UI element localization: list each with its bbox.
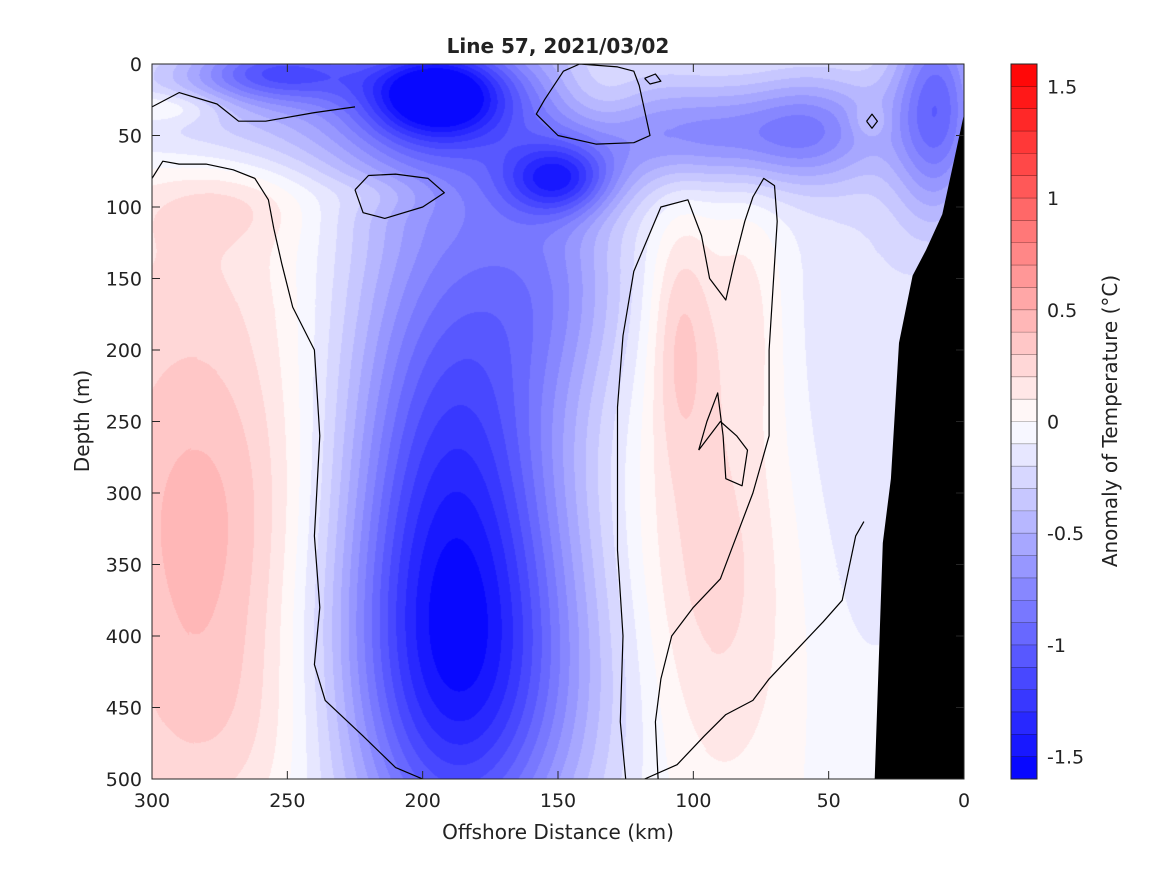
x-tick-label: 200 — [405, 790, 441, 812]
colorbar-band — [1011, 354, 1037, 378]
colorbar-band — [1011, 198, 1037, 221]
x-axis: 300 250 200 150 100 50 0 — [134, 64, 970, 812]
zero-contour-line-8 — [698, 392, 749, 487]
zero-contour-line-9 — [644, 521, 865, 779]
colorbar-band — [1011, 443, 1037, 467]
colorbar-band — [1011, 399, 1037, 422]
colorbar-band — [1011, 131, 1037, 154]
zero-contours — [152, 64, 879, 779]
colorbar-band — [1011, 265, 1037, 288]
colorbar-band — [1011, 555, 1037, 579]
y-tick-label: 250 — [106, 412, 142, 434]
y-tick-label: 450 — [106, 698, 142, 720]
colorbar-band — [1011, 153, 1037, 177]
colorbar: -1.5 -1 -0.5 0 0.5 1 1.5 — [1010, 63, 1084, 780]
colorbar-band — [1011, 242, 1037, 266]
colorbar-band — [1011, 667, 1037, 690]
colorbar-band — [1011, 644, 1037, 668]
colorbar-band — [1011, 175, 1037, 199]
x-tick-label: 300 — [134, 790, 170, 812]
x-tick-label: 100 — [675, 790, 711, 812]
y-tick-label: 300 — [106, 483, 142, 505]
colorbar-band — [1011, 64, 1037, 87]
colorbar-tick-label: -0.5 — [1047, 523, 1084, 545]
colorbar-band — [1011, 577, 1037, 601]
colorbar-band — [1011, 466, 1037, 489]
y-tick-label: 50 — [118, 126, 142, 148]
x-tick-label: 0 — [958, 790, 970, 812]
y-tick-label: 350 — [106, 555, 142, 577]
y-tick-label: 0 — [130, 54, 142, 76]
x-tick-label: 50 — [817, 790, 841, 812]
land-mask — [874, 114, 964, 780]
zero-contour-line-1 — [152, 160, 423, 779]
zero-contour-line-6 — [866, 113, 879, 129]
chart-title: Line 57, 2021/03/02 — [447, 34, 670, 58]
x-axis-label: Offshore Distance (km) — [442, 820, 674, 844]
zero-contour-line-2 — [152, 91, 356, 122]
colorbar-band — [1011, 734, 1037, 757]
zero-contour-line-7 — [616, 177, 778, 779]
colorbar-tick-label: 1 — [1047, 188, 1059, 210]
zero-contour-line-4 — [535, 64, 651, 145]
colorbar-band — [1011, 689, 1037, 713]
y-tick-label: 100 — [106, 197, 142, 219]
plot-area — [151, 63, 965, 780]
colorbar-band — [1011, 287, 1037, 311]
y-tick-label: 400 — [106, 626, 142, 648]
y-tick-label: 200 — [106, 340, 142, 362]
colorbar-band — [1011, 600, 1037, 623]
colorbar-label: Anomaly of Temperature (°C) — [1098, 275, 1122, 567]
colorbar-band — [1011, 533, 1037, 556]
colorbar-band — [1011, 488, 1037, 512]
colorbar-band — [1011, 421, 1037, 445]
colorbar-band — [1011, 86, 1037, 109]
colorbar-band — [1011, 510, 1037, 534]
y-axis: 0 50 100 150 200 250 300 350 400 450 500 — [106, 54, 964, 791]
colorbar-band — [1011, 220, 1037, 244]
colorbar-tick-label: -1 — [1047, 635, 1066, 657]
colorbar-band — [1011, 711, 1037, 735]
colorbar-tick-label: 0.5 — [1047, 300, 1077, 322]
zero-contour-line-3 — [354, 173, 445, 219]
x-tick-label: 150 — [540, 790, 576, 812]
colorbar-tick-label: 1.5 — [1047, 76, 1077, 98]
colorbar-band — [1011, 332, 1037, 355]
colorbar-tick-label: 0 — [1047, 412, 1059, 434]
colorbar-band — [1011, 309, 1037, 333]
y-tick-label: 500 — [106, 769, 142, 791]
x-tick-label: 250 — [269, 790, 305, 812]
colorbar-band — [1011, 376, 1037, 400]
anomaly-field — [152, 64, 964, 779]
colorbar-band — [1011, 622, 1037, 646]
zero-contour-line-5 — [644, 73, 662, 85]
y-axis-label: Depth (m) — [70, 370, 94, 472]
y-tick-label: 150 — [106, 269, 142, 291]
colorbar-frame — [1010, 63, 1038, 780]
colorbar-tick-label: -1.5 — [1047, 747, 1084, 769]
colorbar-band — [1011, 756, 1037, 780]
colorbar-band — [1011, 108, 1037, 132]
